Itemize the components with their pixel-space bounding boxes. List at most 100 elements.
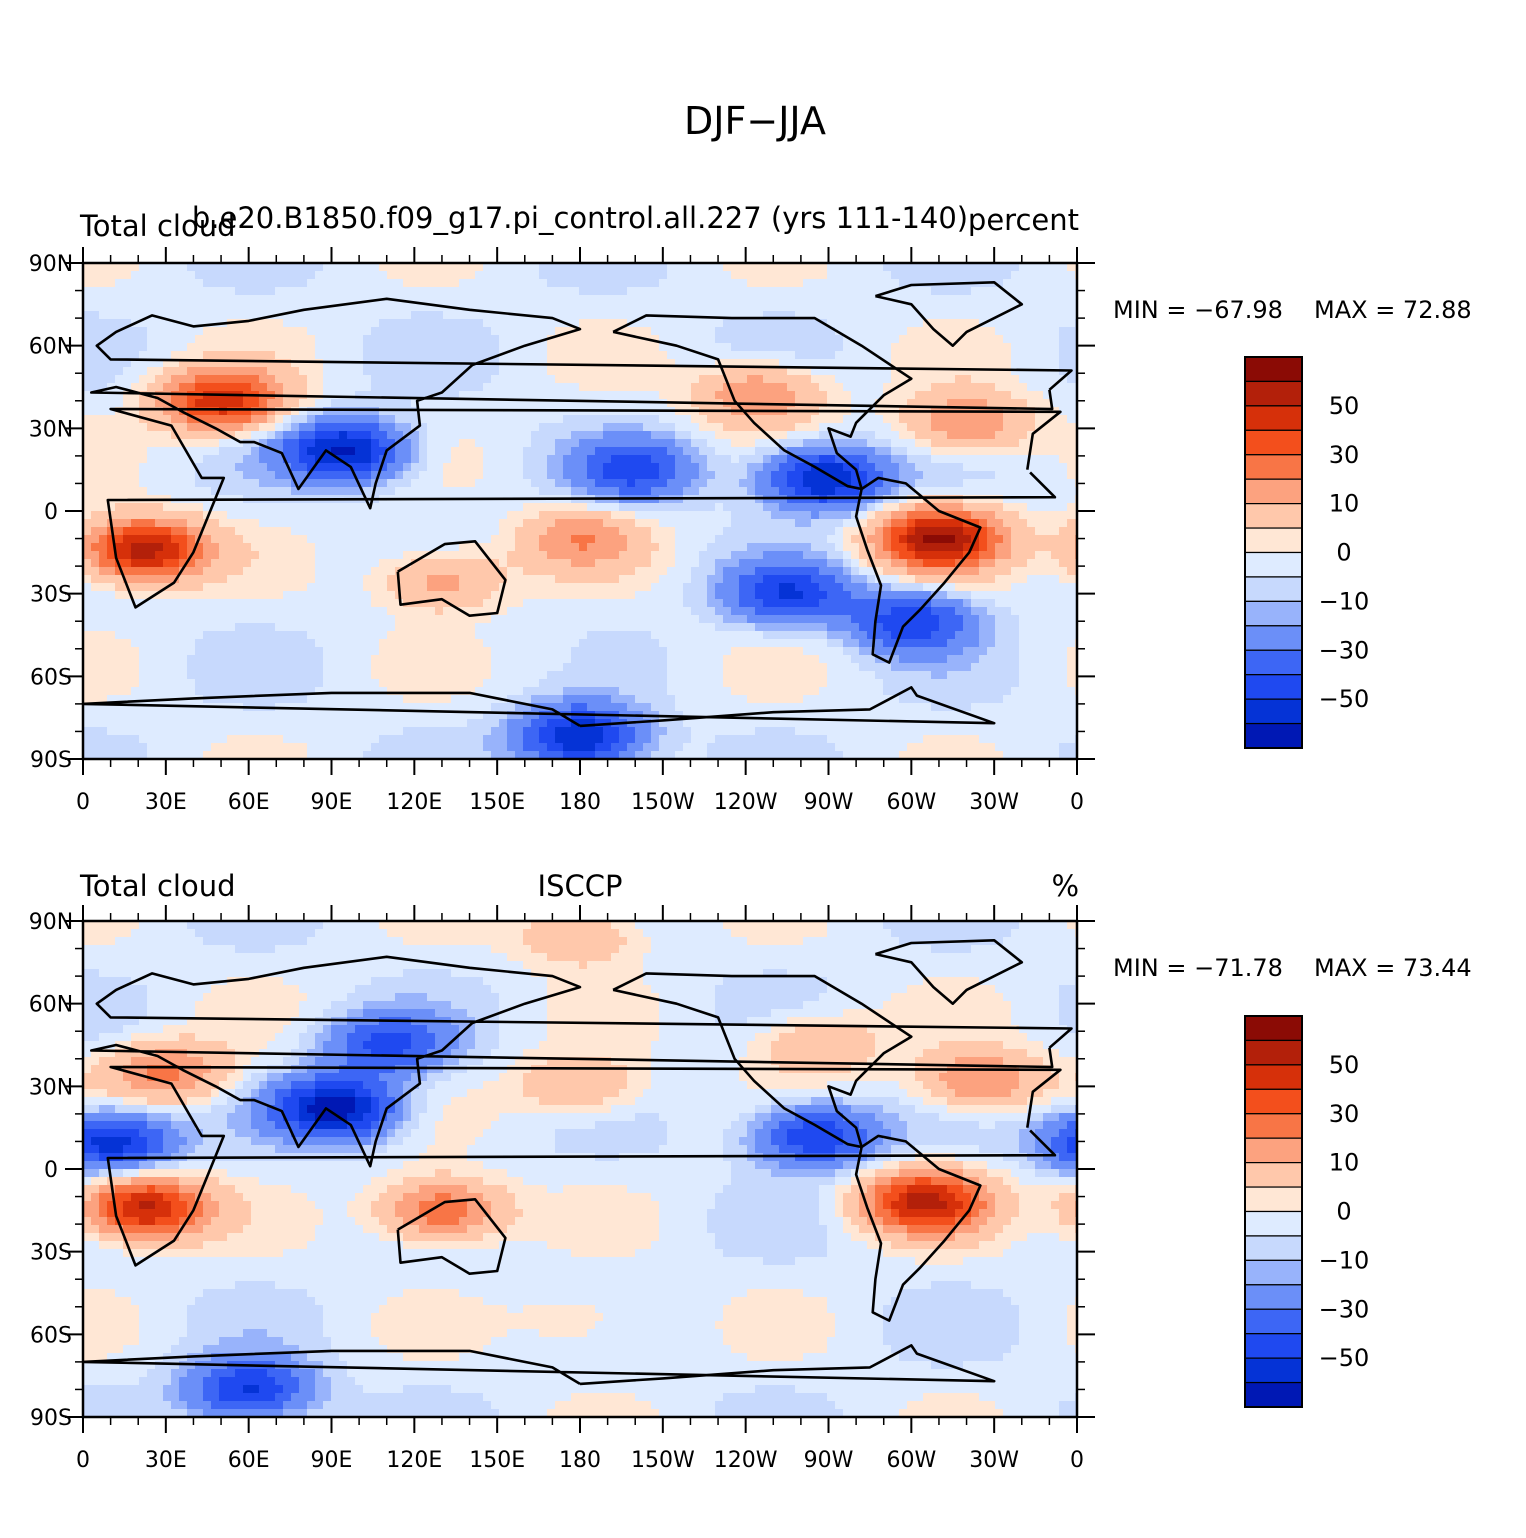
contour-cell	[315, 367, 324, 376]
contour-cell	[347, 455, 356, 464]
contour-cell	[835, 351, 844, 360]
contour-cell	[555, 543, 564, 552]
contour-cell	[587, 455, 596, 464]
contour-cell	[995, 423, 1004, 432]
contour-cell	[547, 271, 556, 280]
contour-cell	[339, 391, 348, 400]
contour-cell	[715, 567, 724, 576]
contour-cell	[667, 527, 676, 536]
contour-cell	[611, 295, 620, 304]
contour-cell	[699, 375, 708, 384]
contour-cell	[859, 559, 868, 568]
contour-cell	[619, 543, 628, 552]
contour-cell	[691, 455, 700, 464]
contour-cell	[923, 527, 932, 536]
contour-cell	[563, 311, 572, 320]
contour-cell	[1067, 479, 1076, 488]
contour-cell	[323, 351, 332, 360]
contour-cell	[323, 479, 332, 488]
contour-cell	[211, 279, 220, 288]
contour-cell	[83, 311, 92, 320]
contour-cell	[531, 519, 540, 528]
contour-cell	[979, 439, 988, 448]
contour-cell	[307, 351, 316, 360]
contour-cell	[323, 399, 332, 408]
contour-cell	[723, 367, 732, 376]
contour-cell	[259, 503, 268, 512]
contour-cell	[459, 263, 468, 272]
contour-cell	[1019, 519, 1028, 528]
contour-cell	[755, 415, 764, 424]
contour-cell	[299, 567, 308, 576]
contour-cell	[955, 439, 964, 448]
contour-cell	[971, 311, 980, 320]
contour-cell	[251, 527, 260, 536]
contour-cell	[779, 567, 788, 576]
contour-cell	[923, 359, 932, 368]
contour-cell	[611, 343, 620, 352]
contour-cell	[187, 431, 196, 440]
contour-cell	[643, 279, 652, 288]
contour-cell	[163, 439, 172, 448]
contour-cell	[787, 487, 796, 496]
contour-cell	[595, 479, 604, 488]
contour-cell	[123, 415, 132, 424]
contour-cell	[283, 383, 292, 392]
contour-cell	[683, 487, 692, 496]
contour-cell	[731, 511, 740, 520]
contour-cell	[843, 343, 852, 352]
contour-cell	[99, 535, 108, 544]
contour-cell	[131, 575, 140, 584]
contour-cell	[763, 359, 772, 368]
contour-cell	[987, 287, 996, 296]
contour-cell	[531, 351, 540, 360]
contour-cell	[547, 471, 556, 480]
contour-cell	[651, 287, 660, 296]
contour-cell	[779, 327, 788, 336]
contour-cell	[171, 391, 180, 400]
contour-cell	[819, 527, 828, 536]
contour-cell	[907, 455, 916, 464]
contour-cell	[259, 351, 268, 360]
contour-cell	[467, 527, 476, 536]
contour-cell	[835, 543, 844, 552]
contour-cell	[619, 279, 628, 288]
contour-cell	[187, 311, 196, 320]
contour-cell	[347, 511, 356, 520]
contour-cell	[987, 471, 996, 480]
contour-cell	[1051, 415, 1060, 424]
contour-cell	[659, 519, 668, 528]
contour-cell	[907, 527, 916, 536]
contour-cell	[787, 391, 796, 400]
contour-cell	[1011, 431, 1020, 440]
contour-cell	[827, 567, 836, 576]
contour-cell	[699, 263, 708, 272]
contour-cell	[931, 535, 940, 544]
contour-cell	[843, 271, 852, 280]
contour-cell	[315, 535, 324, 544]
contour-cell	[747, 575, 756, 584]
contour-cell	[163, 431, 172, 440]
contour-cell	[291, 383, 300, 392]
contour-cell	[323, 535, 332, 544]
contour-cell	[339, 559, 348, 568]
contour-cell	[163, 327, 172, 336]
contour-cell	[427, 319, 436, 328]
contour-cell	[555, 271, 564, 280]
contour-cell	[355, 503, 364, 512]
contour-cell	[299, 503, 308, 512]
contour-cell	[83, 551, 92, 560]
contour-cell	[443, 431, 452, 440]
contour-cell	[515, 551, 524, 560]
contour-cell	[963, 431, 972, 440]
contour-cell	[643, 551, 652, 560]
contour-cell	[579, 327, 588, 336]
contour-cell	[931, 303, 940, 312]
contour-cell	[155, 455, 164, 464]
contour-cell	[723, 311, 732, 320]
contour-cell	[387, 463, 396, 472]
contour-cell	[483, 271, 492, 280]
contour-cell	[211, 487, 220, 496]
contour-cell	[915, 303, 924, 312]
contour-cell	[419, 351, 428, 360]
